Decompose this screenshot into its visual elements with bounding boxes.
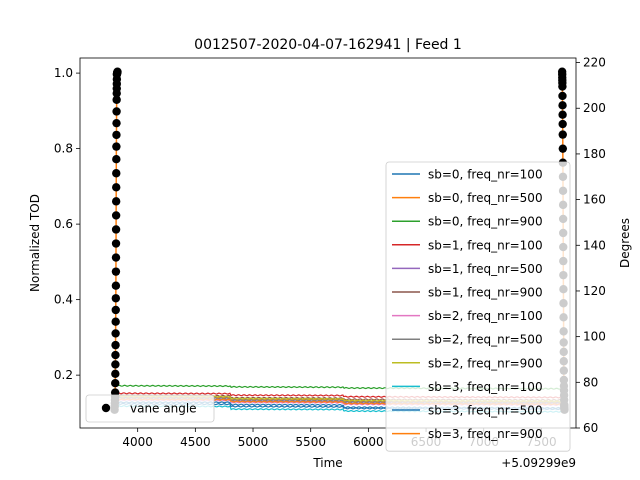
vane-angle-point bbox=[111, 253, 121, 262]
vane-angle-point bbox=[558, 101, 567, 110]
vane-angle-point bbox=[558, 130, 567, 139]
y2-tick-label: 140 bbox=[583, 238, 606, 252]
legend-entry: sb=2, freq_nr=900 bbox=[428, 356, 543, 370]
legend-entry: sb=3, freq_nr=900 bbox=[428, 427, 543, 441]
vane-angle-point bbox=[558, 119, 567, 129]
legend-entry: sb=0, freq_nr=100 bbox=[428, 168, 543, 182]
x-tick-label: 4500 bbox=[180, 435, 211, 449]
y2-tick-label: 120 bbox=[583, 284, 606, 298]
vane-angle-point bbox=[111, 317, 120, 326]
vane-angle-point bbox=[111, 211, 121, 220]
vane-angle-point bbox=[113, 67, 122, 76]
vane-angle-point bbox=[111, 360, 120, 369]
vane-angle-point bbox=[558, 144, 568, 153]
vane-angle-point bbox=[112, 155, 121, 164]
vane-angle-point bbox=[112, 169, 121, 178]
legend-secondary: vane angle bbox=[85, 394, 215, 423]
vane-angle-point bbox=[112, 95, 121, 104]
y2-axis-label: Degrees bbox=[618, 218, 632, 268]
legend-entry: sb=2, freq_nr=100 bbox=[428, 309, 543, 323]
legend-box bbox=[385, 161, 571, 452]
vane-angle-point bbox=[111, 305, 120, 315]
vane-angle-point bbox=[111, 369, 120, 379]
y2-tick-label: 80 bbox=[583, 375, 598, 389]
vane-angle-point bbox=[112, 118, 121, 128]
vane-angle-point bbox=[112, 130, 121, 140]
legend-marker bbox=[101, 403, 111, 413]
y-tick-label: 0.8 bbox=[54, 142, 73, 156]
legend-entry: sb=3, freq_nr=500 bbox=[428, 404, 543, 418]
vane-angle-point bbox=[111, 281, 121, 290]
vane-angle-point bbox=[112, 183, 121, 192]
vane-angle-point bbox=[111, 379, 120, 388]
legend-entry: sb=2, freq_nr=500 bbox=[428, 333, 543, 347]
y2-axis-ticks: 60 80 100 120 140 160 180 200 220 bbox=[576, 56, 606, 435]
vane-angle-point bbox=[111, 294, 121, 303]
legend-entry: vane angle bbox=[130, 402, 197, 416]
chart-title: 0012507-2020-04-07-162941 | Feed 1 bbox=[194, 37, 462, 53]
vane-angle-point bbox=[111, 225, 121, 234]
legend-entry: sb=0, freq_nr=900 bbox=[428, 215, 543, 229]
axes-frame bbox=[79, 57, 577, 429]
legend-entry: sb=3, freq_nr=100 bbox=[428, 380, 543, 394]
vane-angle-point bbox=[558, 91, 567, 101]
vane-angle-point bbox=[111, 267, 121, 276]
y-axis-label: Normalized TOD bbox=[28, 194, 42, 292]
y-axis-ticks: 0.2 0.4 0.6 0.8 1.0 bbox=[54, 66, 80, 382]
y2-tick-label: 160 bbox=[583, 193, 606, 207]
vane-angle-point bbox=[112, 107, 121, 116]
y2-tick-label: 220 bbox=[583, 56, 606, 70]
x-axis-label: Time bbox=[312, 456, 342, 470]
legend-box bbox=[85, 394, 215, 423]
vane-angle-point bbox=[111, 350, 120, 360]
y-tick-label: 0.4 bbox=[54, 293, 73, 307]
y2-tick-label: 180 bbox=[583, 147, 606, 161]
legend-entry: sb=1, freq_nr=100 bbox=[428, 238, 543, 252]
vane-angle-point bbox=[558, 110, 567, 119]
y-tick-label: 0.2 bbox=[54, 368, 73, 382]
vane-angle-point bbox=[111, 329, 120, 338]
x-tick-label: 5500 bbox=[295, 435, 326, 449]
x-tick-label: 5000 bbox=[238, 435, 269, 449]
y2-tick-label: 200 bbox=[583, 101, 606, 115]
vane-angle-point bbox=[558, 82, 567, 91]
legend: sb=0, freq_nr=100 sb=0, freq_nr=500 sb=0, … bbox=[385, 161, 571, 452]
legend-entry: sb=1, freq_nr=500 bbox=[428, 262, 543, 276]
vane-angle-point bbox=[112, 142, 121, 151]
y-tick-label: 0.6 bbox=[54, 217, 73, 231]
legend-entry: sb=1, freq_nr=900 bbox=[428, 286, 543, 300]
vane-angle-point bbox=[111, 239, 121, 248]
vane-angle-point bbox=[111, 340, 120, 350]
x-tick-label: 6000 bbox=[353, 435, 384, 449]
x-offset-label: +5.09299e9 bbox=[501, 456, 576, 470]
vane-angle-point bbox=[111, 197, 121, 206]
y2-tick-label: 100 bbox=[583, 330, 606, 344]
x-tick-label: 4000 bbox=[122, 435, 153, 449]
legend-entry: sb=0, freq_nr=500 bbox=[428, 191, 543, 205]
y-tick-label: 1.0 bbox=[54, 66, 73, 80]
y2-tick-label: 60 bbox=[583, 421, 598, 435]
